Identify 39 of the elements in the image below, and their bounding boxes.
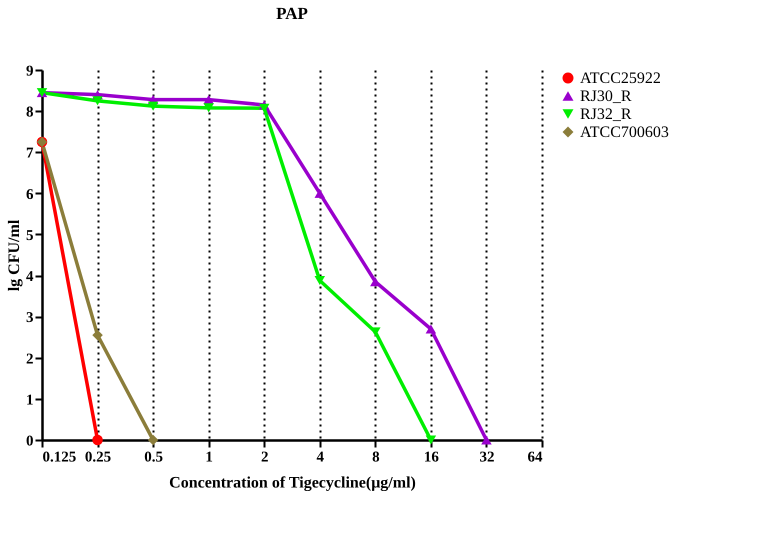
y-tick-label: 9 [26,64,34,80]
legend-label: ATCC700603 [580,124,669,141]
x-tick-label: 2 [260,450,268,466]
y-tick-label: 0 [26,434,34,450]
x-tick-label: 0.125 [42,450,76,466]
point [92,434,103,446]
y-tick-label: 3 [26,310,34,326]
x-tick-label: 1 [205,450,213,466]
point [92,330,103,340]
y-tick-label: 8 [26,104,34,121]
point [426,435,436,445]
y-axis-title: lg CFU/ml [6,219,23,292]
y-tick-label: 2 [26,351,34,368]
y-tick-label: 1 [26,392,34,408]
legend-label: RJ30_R [580,88,632,105]
point [148,102,158,111]
legend-label: RJ32_R [580,106,632,123]
point [314,276,326,286]
x-axis-title: Concentration of Tigecycline(μg/ml) [169,474,416,492]
point [258,104,270,113]
point [203,103,214,112]
y-tick-label: 4 [26,269,34,286]
point [481,435,492,445]
x-tick-label: 4 [316,450,325,466]
point [92,96,103,106]
x-tick-label: 0.5 [144,450,163,466]
y-tick-label: 6 [26,186,34,203]
point [314,188,326,198]
x-tick-label: 8 [372,450,380,466]
x-tick-label: 0.25 [84,450,112,466]
chart-title: PAP [276,4,308,23]
y-tick-label: 5 [26,228,34,244]
y-tick-label: 7 [26,146,34,162]
point [426,324,436,334]
x-tick-label: 16 [424,450,440,466]
legend-label: ATCC25922 [580,70,661,87]
x-tick-label: 32 [479,450,494,466]
x-tick-label: 64 [528,450,543,466]
point [148,434,158,446]
